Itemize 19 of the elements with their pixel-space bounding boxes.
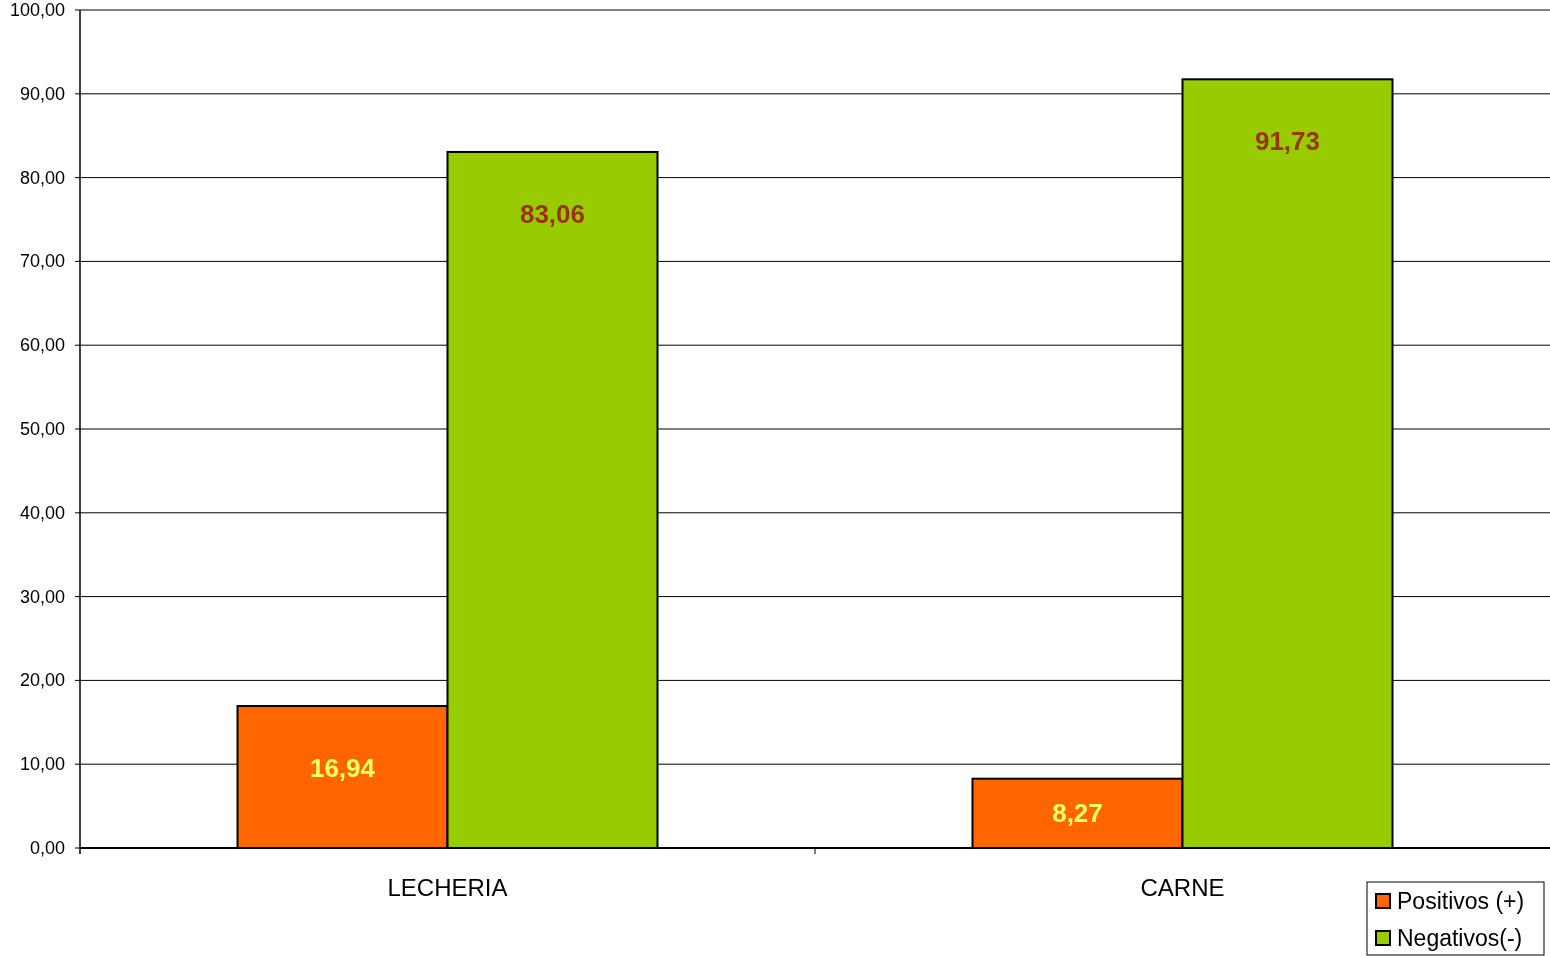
data-label: 83,06 [519,198,586,229]
y-tick-label: 90,00 [19,83,65,104]
data-label: 16,94 [309,753,376,784]
legend-label: Negativos(-) [1397,925,1523,951]
y-tick-label: 10,00 [19,754,65,775]
data-label: 8,27 [1052,798,1103,829]
x-tick-label: CARNE [1140,874,1225,901]
y-tick-label: 70,00 [19,251,65,272]
legend-label: Positivos (+) [1397,888,1525,914]
y-tick-label: 40,00 [19,502,65,523]
data-label: 91,73 [1254,126,1321,157]
y-tick-label: 100,00 [9,0,65,20]
y-tick-label: 80,00 [19,167,65,188]
y-tick-label: 0,00 [29,838,65,858]
y-tick-label: 50,00 [19,419,65,439]
y-tick-label: 20,00 [19,670,65,691]
y-tick-label: 30,00 [19,586,65,607]
x-tick-label: LECHERIA [387,874,508,901]
y-tick-label: 60,00 [19,335,65,356]
